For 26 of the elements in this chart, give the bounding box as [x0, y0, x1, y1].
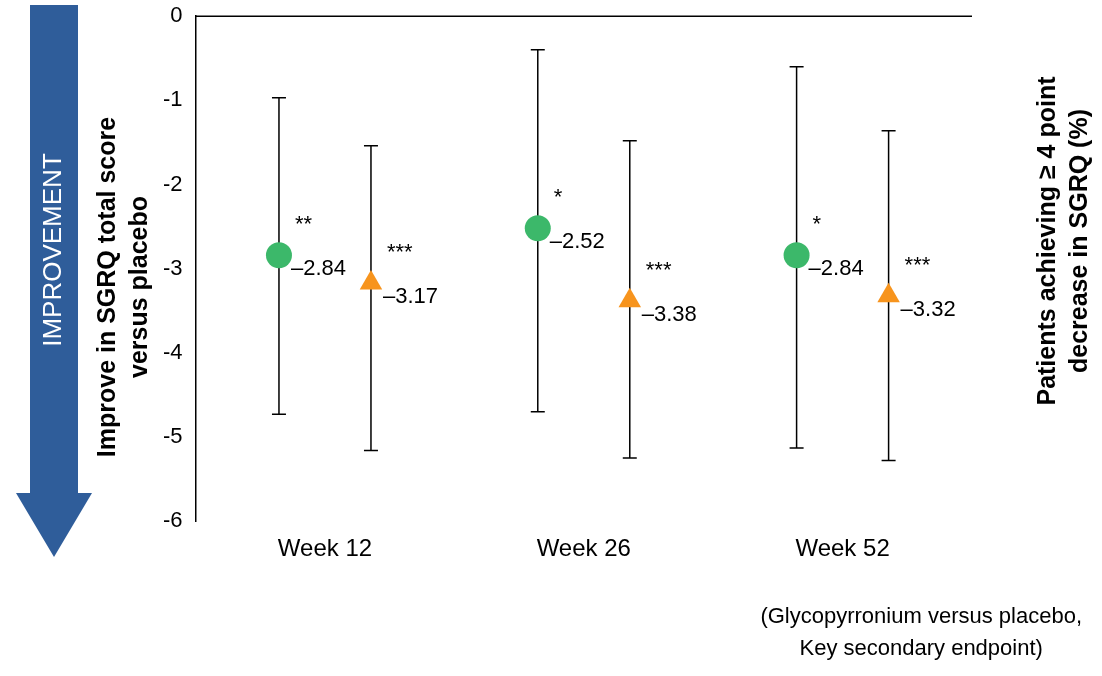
y-axis-title: Improve in SGRQ total score versus placebo [91, 115, 153, 460]
annotation: *** [386, 239, 414, 265]
y-tick-label: -3 [163, 254, 183, 280]
y-tick-label: -5 [163, 423, 183, 449]
y-tick-label: -6 [163, 507, 183, 533]
x-tick-label: Week 12 [277, 534, 373, 562]
data-label: –3.38 [641, 300, 697, 326]
y-tick-label: -2 [163, 170, 183, 196]
annotation: ** [294, 211, 313, 237]
y2-axis-title: Patients achieving ≥ 4 point decrease in SGRQ (%) [1031, 75, 1093, 408]
text: IMPROVEMENT [36, 152, 68, 349]
text: (Glycopyrronium versus placebo, Key secondary endpoint) [760, 602, 1082, 662]
data-label: –3.32 [900, 295, 956, 321]
data-label: –2.84 [808, 255, 864, 281]
y-tick-label: 0 [170, 2, 183, 28]
y-tick-label: -1 [163, 86, 183, 112]
annotation: *** [645, 256, 672, 282]
data-label: –3.17 [382, 283, 439, 309]
data-label: –2.84 [290, 255, 347, 281]
annotation: * [553, 184, 563, 210]
annotation: * [812, 211, 822, 237]
x-tick-label: Week 26 [536, 534, 631, 562]
y-tick-label: -4 [163, 338, 183, 364]
annotation: *** [904, 251, 931, 277]
data-label: –2.52 [549, 228, 605, 254]
x-tick-label: Week 52 [795, 534, 890, 562]
